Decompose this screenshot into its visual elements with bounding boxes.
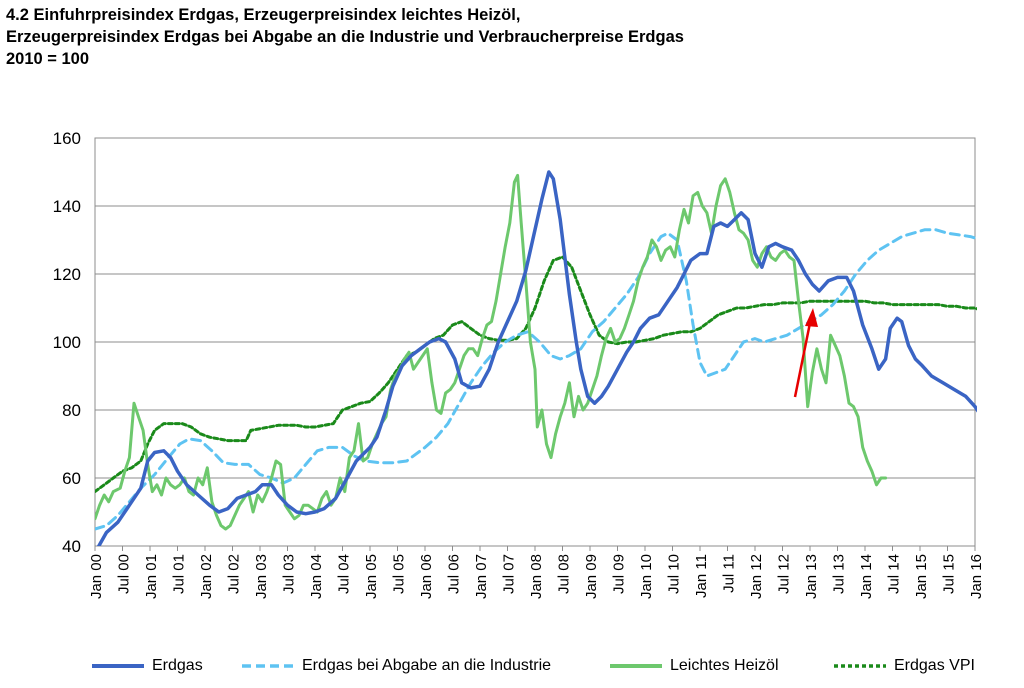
y-axis-ticks: 40 60 80 100 120 140 160 xyxy=(53,129,81,556)
x-tick-label: Jul 07 xyxy=(501,554,518,594)
legend-swatch xyxy=(92,664,144,668)
x-tick-label: Jul 02 xyxy=(226,554,243,594)
legend-label: Erdgas xyxy=(152,657,203,674)
legend-item-erdgas-industrie: Erdgas bei Abgabe an die Industrie xyxy=(240,654,551,678)
x-tick-label: Jan 16 xyxy=(968,554,985,599)
y-tick-label: 60 xyxy=(62,469,81,488)
x-tick-label: Jul 05 xyxy=(391,554,408,594)
x-tick-label: Jul 13 xyxy=(831,554,848,594)
series-line-3 xyxy=(95,255,977,494)
x-axis-ticks: Jan 00 Jul 00 Jan 01 Jul 01 Jan 02 Jul 02 Jan … xyxy=(88,546,985,599)
x-tick-label: Jul 10 xyxy=(666,554,683,594)
x-tick-label: Jan 02 xyxy=(198,554,215,599)
legend-item-erdgas-vpi: Erdgas VPI xyxy=(832,654,975,678)
title-line-3: 2010 = 100 xyxy=(6,50,90,68)
x-tick-label: Jan 08 xyxy=(528,554,545,599)
series-lines xyxy=(95,170,977,546)
x-tick-label: Jan 04 xyxy=(308,554,325,599)
x-tick-label: Jul 15 xyxy=(941,554,958,594)
x-tick-label: Jul 09 xyxy=(611,554,628,594)
x-tick-label: Jul 11 xyxy=(721,554,738,593)
title-line-1: 4.2 Einfuhrpreisindex Erdgas, Erzeugerpr… xyxy=(6,6,521,24)
series-line-2 xyxy=(95,173,888,531)
legend-item-erdgas: Erdgas xyxy=(90,654,203,678)
x-tick-label: Jan 09 xyxy=(583,554,600,599)
x-tick-label: Jul 01 xyxy=(171,554,188,594)
arrow-head xyxy=(805,308,818,327)
x-tick-label: Jul 14 xyxy=(886,554,903,594)
legend-swatch xyxy=(834,664,886,668)
title-line-2: Erzeugerpreisindex Erdgas bei Abgabe an … xyxy=(6,28,684,46)
x-tick-label: Jan 05 xyxy=(363,554,380,599)
x-tick-label: Jul 06 xyxy=(446,554,463,594)
legend-label: Erdgas bei Abgabe an die Industrie xyxy=(302,657,552,674)
y-tick-label: 140 xyxy=(53,197,81,216)
legend-label: Leichtes Heizöl xyxy=(670,657,779,674)
x-tick-label: Jan 03 xyxy=(253,554,270,599)
x-tick-label: Jan 11 xyxy=(693,554,710,598)
x-tick-label: Jul 12 xyxy=(776,554,793,594)
y-tick-label: 80 xyxy=(62,401,81,420)
y-tick-label: 100 xyxy=(53,333,81,352)
legend-item-heizoel: Leichtes Heizöl xyxy=(608,654,779,678)
x-tick-label: Jan 06 xyxy=(418,554,435,599)
y-tick-label: 40 xyxy=(62,537,81,556)
x-tick-label: Jan 13 xyxy=(803,554,820,599)
legend: Erdgas Erdgas bei Abgabe an die Industri… xyxy=(90,654,990,678)
x-tick-label: Jan 15 xyxy=(913,554,930,599)
x-tick-label: Jan 07 xyxy=(473,554,490,599)
series-line-0 xyxy=(96,170,977,546)
x-tick-label: Jul 08 xyxy=(556,554,573,594)
gridlines xyxy=(94,137,976,547)
y-tick-label: 160 xyxy=(53,129,81,148)
x-tick-label: Jan 14 xyxy=(858,554,875,599)
x-tick-label: Jan 10 xyxy=(638,554,655,599)
legend-swatch xyxy=(242,664,294,668)
x-tick-label: Jan 00 xyxy=(88,554,105,599)
y-tick-label: 120 xyxy=(53,265,81,284)
x-tick-label: Jul 03 xyxy=(281,554,298,594)
legend-swatch xyxy=(610,664,662,668)
arrow-shaft xyxy=(793,317,813,398)
x-tick-label: Jul 00 xyxy=(116,554,133,594)
x-tick-label: Jan 01 xyxy=(143,554,160,599)
legend-label: Erdgas VPI xyxy=(894,657,975,674)
annotation-arrow xyxy=(793,308,818,398)
x-tick-label: Jul 04 xyxy=(336,554,353,594)
chart-title: 4.2 Einfuhrpreisindex Erdgas, Erzeugerpr… xyxy=(6,4,684,70)
series-line-1 xyxy=(95,228,977,531)
x-tick-label: Jan 12 xyxy=(748,554,765,599)
